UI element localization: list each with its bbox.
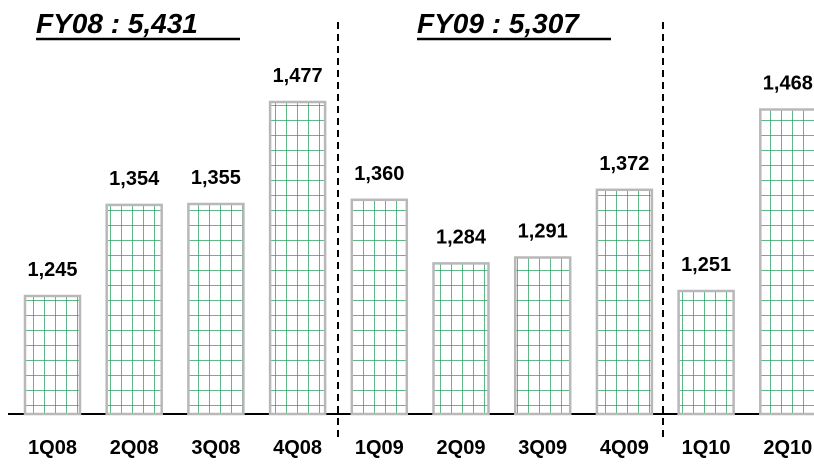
fy09-label: FY09 : 5,307	[417, 8, 580, 39]
bar-3q08	[187, 202, 245, 416]
category-label-2q10: 2Q10	[763, 437, 812, 459]
value-label-2q10: 1,468	[763, 73, 813, 95]
value-label-3q09: 1,291	[518, 221, 568, 243]
category-label-2q08: 2Q08	[110, 437, 159, 459]
bar-2q08	[105, 203, 163, 416]
category-label-3q08: 3Q08	[191, 437, 240, 459]
value-label-4q08: 1,477	[273, 65, 323, 87]
bar-4q08	[268, 100, 327, 416]
bar-1q09	[350, 198, 409, 416]
bar-2q10	[759, 108, 814, 416]
category-label-1q08: 1Q08	[28, 437, 77, 459]
category-label-4q08: 4Q08	[273, 437, 322, 459]
category-label-1q09: 1Q09	[355, 437, 404, 459]
bar-4q09	[595, 188, 654, 416]
value-label-1q10: 1,251	[681, 254, 731, 276]
category-label-1q10: 1Q10	[682, 437, 731, 459]
bar-1q08	[23, 294, 82, 416]
category-label-3q09: 3Q09	[518, 437, 567, 459]
value-label-1q08: 1,245	[27, 259, 77, 281]
value-label-1q09: 1,360	[354, 163, 404, 185]
bar-1q10	[677, 289, 735, 416]
category-label-2q09: 2Q09	[437, 437, 486, 459]
bar-3q09	[513, 256, 572, 416]
value-label-4q09: 1,372	[599, 153, 649, 175]
value-label-2q09: 1,284	[436, 226, 487, 248]
fy08-label: FY08 : 5,431	[36, 8, 198, 39]
bar-2q09	[432, 262, 490, 416]
value-label-2q08: 1,354	[109, 168, 160, 190]
value-label-3q08: 1,355	[191, 167, 241, 189]
category-label-4q09: 4Q09	[600, 437, 649, 459]
